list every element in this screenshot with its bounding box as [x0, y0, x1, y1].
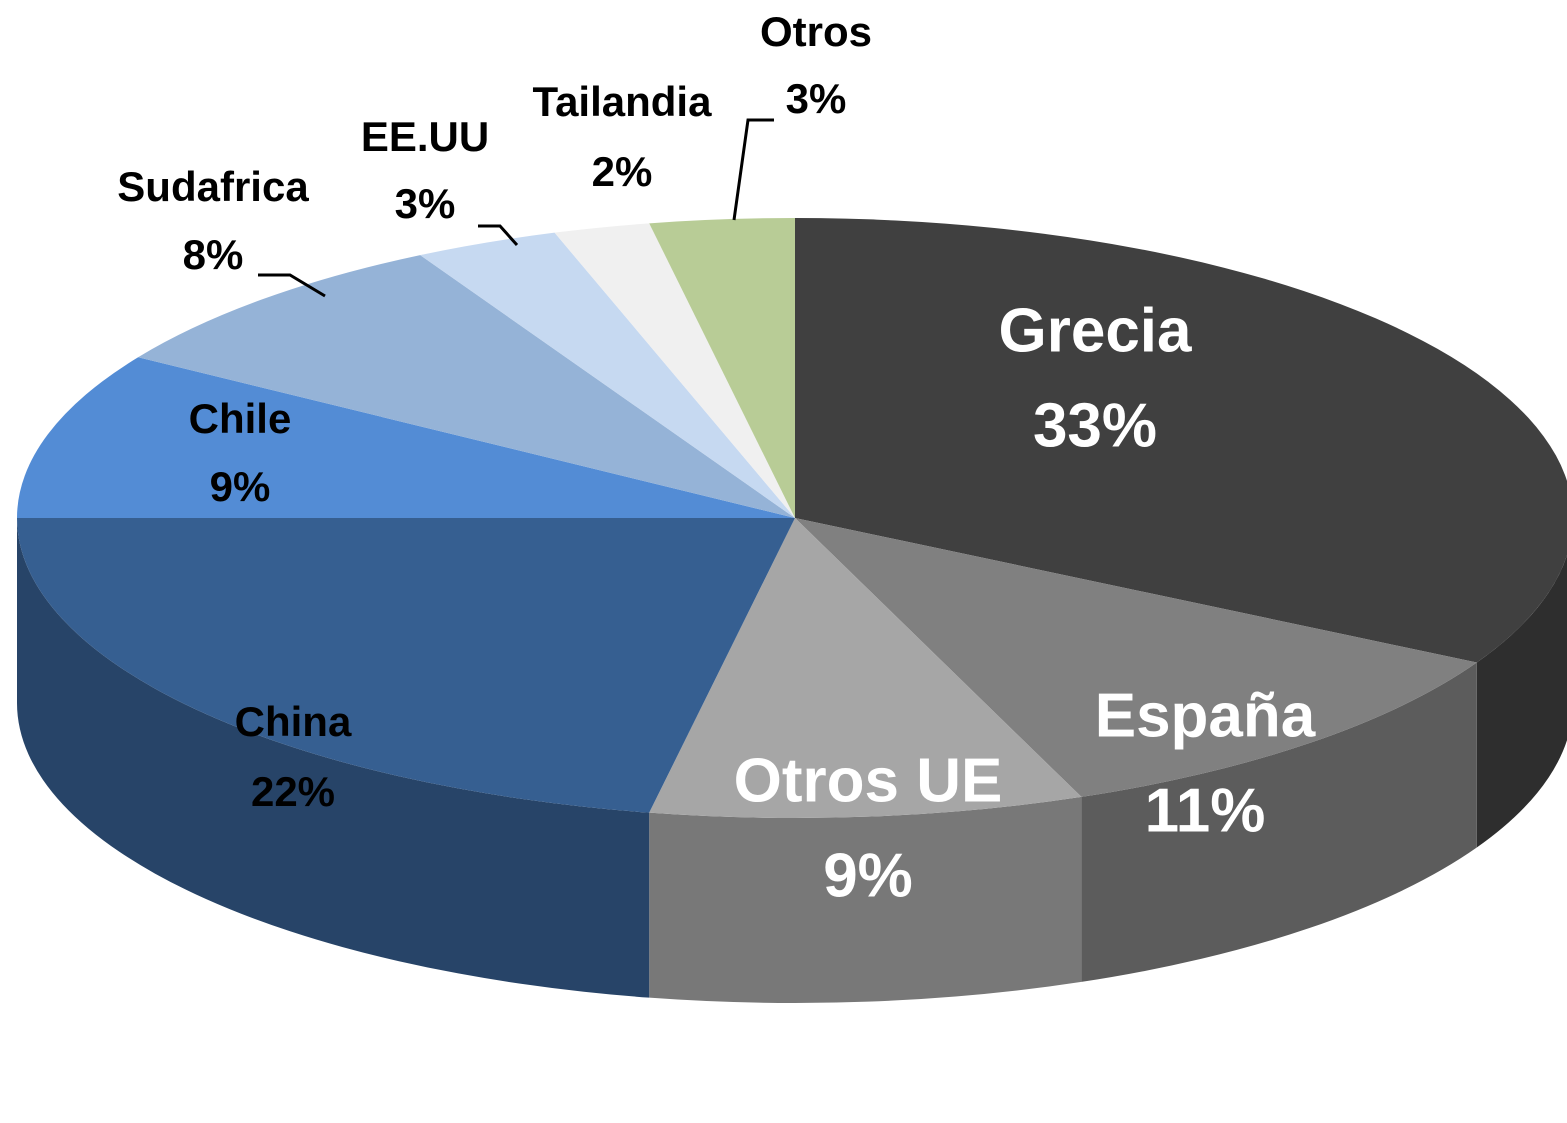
leader-line — [732, 118, 774, 221]
slice-value-label: 3% — [786, 75, 847, 122]
leader-line — [258, 273, 326, 298]
slice-value-label: 8% — [183, 231, 244, 278]
slice-name: Chile — [189, 395, 292, 442]
pie-slice — [795, 518, 1477, 797]
pie-slice — [649, 518, 1082, 818]
pie-slice — [420, 232, 795, 518]
slice-value-label: 11% — [1145, 776, 1266, 845]
pie-side — [1476, 555, 1567, 848]
slice-value-label: 33% — [1033, 391, 1157, 460]
slice-name: Grecia — [998, 296, 1192, 365]
pie-slice — [554, 223, 795, 518]
labels: Grecia 33% España 11% Otros UE 9% China 22% Chil… — [117, 8, 1315, 910]
pie-slice — [17, 357, 795, 518]
slice-name: España — [1095, 681, 1316, 750]
pie-sides — [17, 518, 1567, 1003]
pie-side — [649, 796, 1082, 1003]
pie-slice — [138, 255, 796, 518]
slice-name: Otros — [760, 8, 872, 55]
slice-name: EE.UU — [361, 113, 489, 160]
slice-value-label: 22% — [251, 768, 335, 815]
pie-side — [17, 518, 650, 998]
pie-tops — [17, 218, 1567, 818]
slice-name: Sudafrica — [117, 163, 309, 210]
slice-value-label: 9% — [823, 841, 913, 910]
pie-slice — [649, 218, 795, 518]
pie-slice — [795, 218, 1567, 663]
slice-name: Tailandia — [533, 78, 713, 125]
slice-name: China — [235, 698, 352, 745]
leader-lines — [258, 118, 774, 298]
pie-slice — [17, 518, 795, 813]
pie-side — [1081, 662, 1477, 982]
slice-value-label: 3% — [395, 180, 456, 227]
slice-value-label: 9% — [210, 463, 271, 510]
slice-value-label: 2% — [592, 148, 653, 195]
leader-line — [478, 224, 519, 247]
slice-name: Otros UE — [734, 746, 1003, 815]
